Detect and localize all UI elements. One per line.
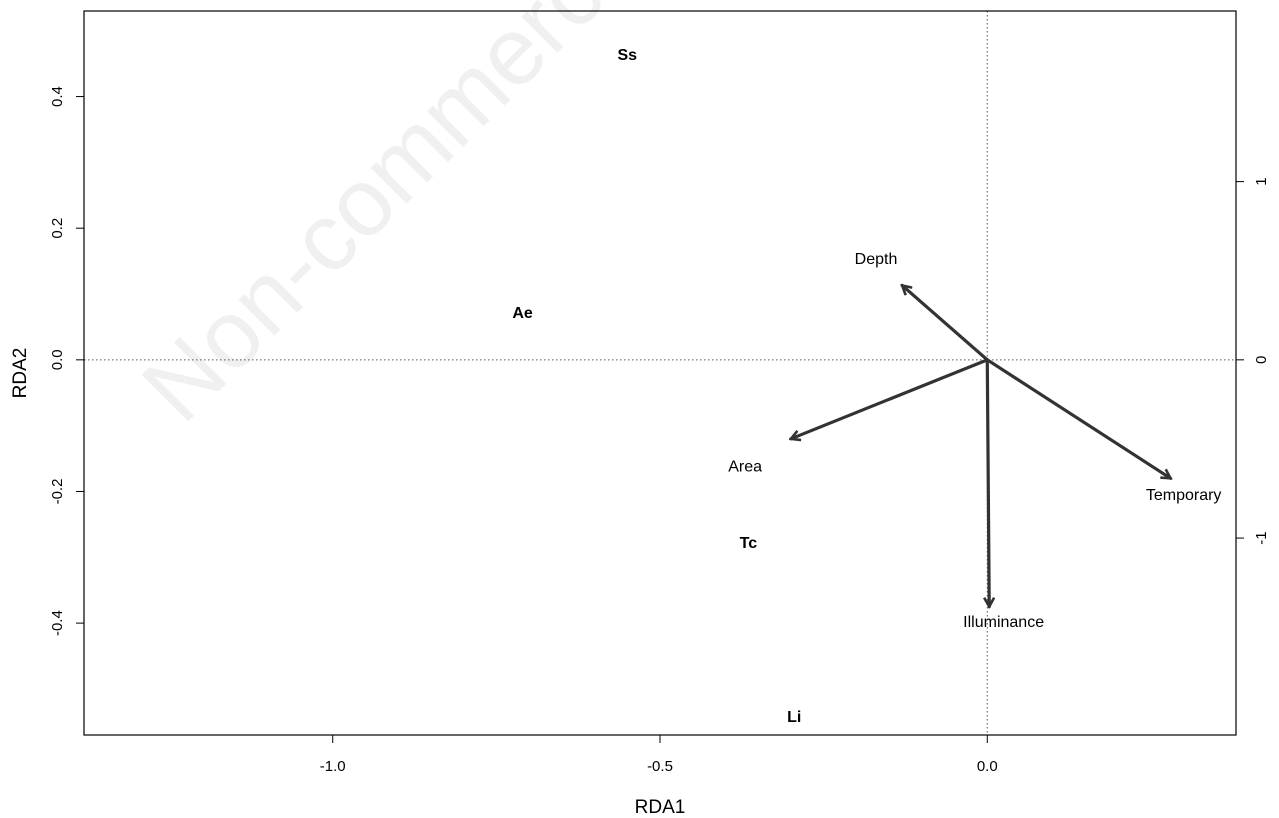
y-tick-label: -0.2 bbox=[49, 479, 66, 505]
species-scores: Ss Ae Tc Li bbox=[512, 47, 801, 726]
species-label-li: Li bbox=[787, 709, 801, 726]
y-tick-label: 0.4 bbox=[49, 86, 66, 107]
vector-label-depth: Depth bbox=[855, 251, 898, 268]
right-axis-tick-label: 1 bbox=[1253, 177, 1270, 185]
y-tick-label: 0.2 bbox=[49, 218, 66, 239]
vector-arrow-temporary bbox=[985, 358, 1170, 480]
x-tick-label: -1.0 bbox=[320, 758, 346, 775]
environmental-vectors: Depth Area Temporary Illuminance bbox=[728, 251, 1221, 631]
vector-arrow-area bbox=[791, 358, 989, 439]
reference-lines bbox=[84, 11, 1236, 735]
vector-arrow-depth bbox=[902, 285, 989, 362]
vector-label-illuminance: Illuminance bbox=[963, 614, 1044, 631]
right-axis-tick-label: -1 bbox=[1253, 531, 1270, 544]
plot-frame bbox=[83, 10, 1237, 736]
x-tick-label: -0.5 bbox=[647, 758, 673, 775]
y-tick-label: -0.4 bbox=[49, 610, 66, 636]
watermark: Non-commercial bbox=[122, 0, 692, 442]
x-tick-label: 0.0 bbox=[977, 758, 998, 775]
species-label-ss: Ss bbox=[617, 47, 637, 64]
vector-arrow-illuminance bbox=[987, 358, 989, 607]
vector-label-temporary: Temporary bbox=[1146, 487, 1222, 504]
species-label-tc: Tc bbox=[740, 535, 758, 552]
y-tick-label: 0.0 bbox=[49, 349, 66, 370]
axes: -1.0 -0.5 0.0 -0.4 -0.2 0.0 0.2 0.4 -1 0 1 bbox=[49, 86, 1270, 775]
right-axis-tick-label: 0 bbox=[1253, 356, 1270, 364]
species-label-ae: Ae bbox=[512, 305, 533, 322]
x-axis-title: RDA1 bbox=[635, 797, 686, 818]
y-axis-title: RDA2 bbox=[10, 348, 31, 399]
vector-label-area: Area bbox=[728, 458, 762, 475]
